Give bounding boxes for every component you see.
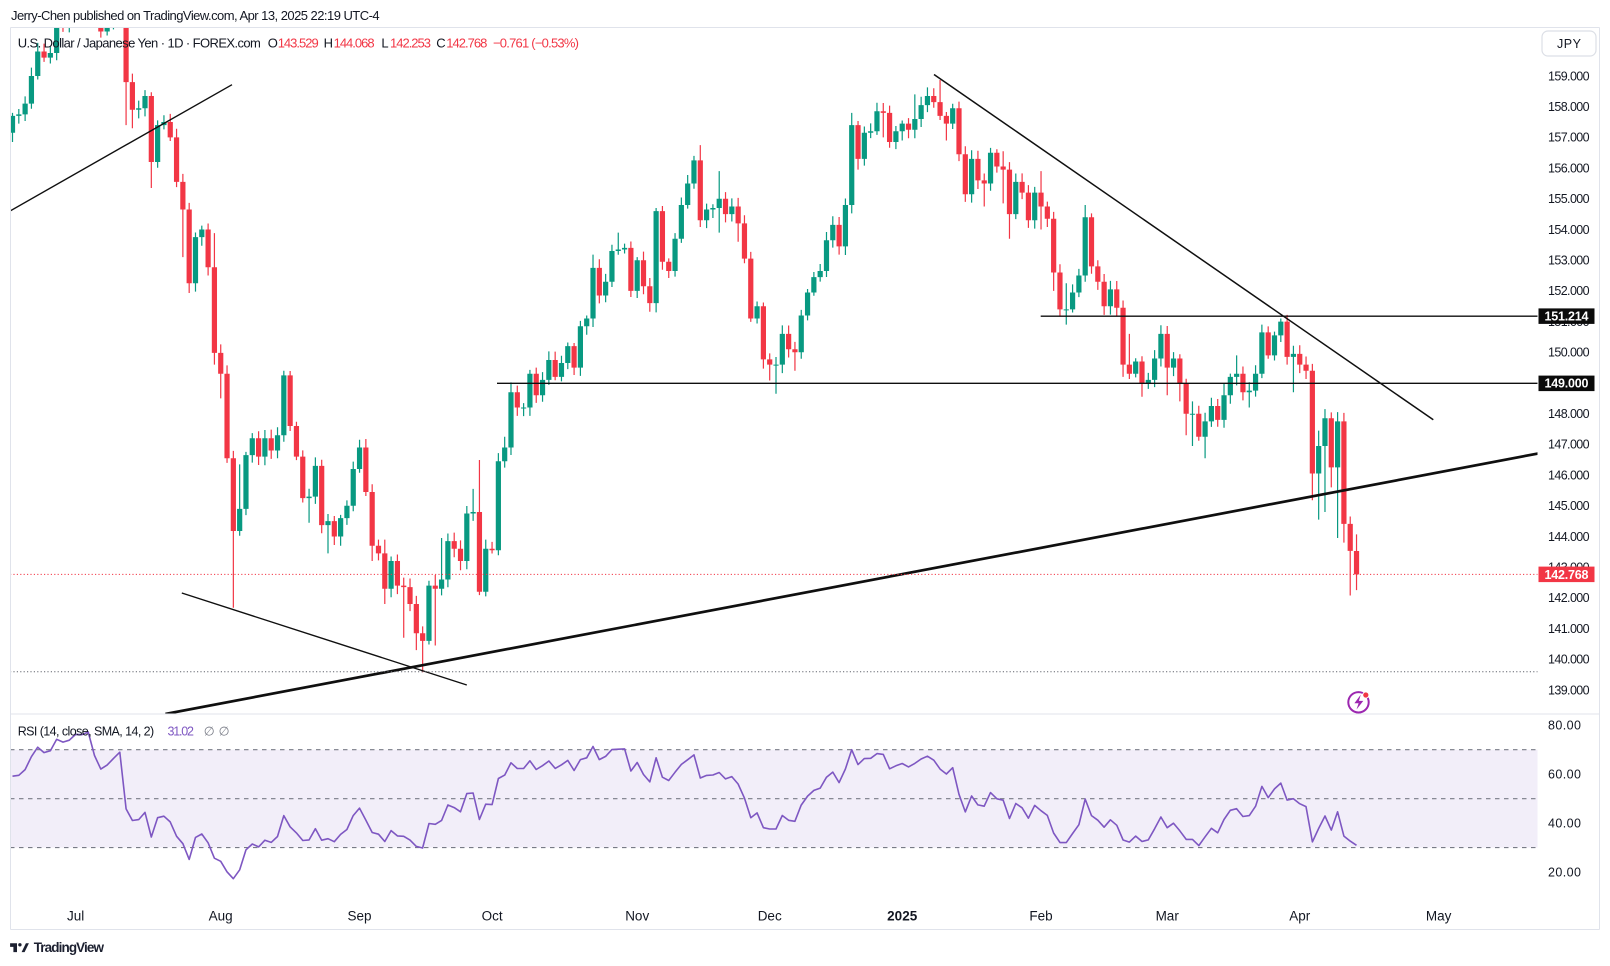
svg-text:151.214: 151.214 (1545, 310, 1589, 324)
svg-text:156.000: 156.000 (1548, 161, 1590, 175)
svg-text:152.000: 152.000 (1548, 284, 1590, 298)
svg-text:Sep: Sep (347, 909, 371, 924)
svg-text:Jul: Jul (67, 909, 84, 924)
svg-text:142.768: 142.768 (446, 36, 487, 51)
svg-text:−0.761 (−0.53%): −0.761 (−0.53%) (493, 36, 579, 51)
svg-text:150.000: 150.000 (1548, 346, 1590, 360)
svg-text:20.00: 20.00 (1548, 865, 1581, 879)
svg-text:U.S. Dollar / Japanese Yen · 1: U.S. Dollar / Japanese Yen · 1D · FOREX.… (18, 36, 261, 51)
svg-text:142.000: 142.000 (1548, 591, 1590, 605)
svg-text:∅: ∅ (204, 725, 215, 739)
svg-text:139.000: 139.000 (1548, 683, 1590, 697)
svg-text:O: O (268, 36, 278, 51)
svg-text:Oct: Oct (482, 909, 503, 924)
svg-text:148.000: 148.000 (1548, 407, 1590, 421)
svg-text:141.000: 141.000 (1548, 622, 1590, 636)
svg-text:C: C (436, 36, 445, 51)
svg-text:149.000: 149.000 (1545, 377, 1589, 391)
svg-text:2025: 2025 (887, 909, 918, 924)
svg-text:Nov: Nov (625, 909, 649, 924)
svg-text:146.000: 146.000 (1548, 468, 1590, 482)
svg-text:L: L (381, 36, 388, 51)
svg-text:144.000: 144.000 (1548, 530, 1590, 544)
svg-text:May: May (1426, 909, 1452, 924)
svg-text:159.000: 159.000 (1548, 69, 1590, 83)
svg-text:143.529: 143.529 (278, 36, 319, 51)
svg-text:Apr: Apr (1289, 909, 1311, 924)
svg-text:Feb: Feb (1029, 909, 1052, 924)
svg-text:31.02: 31.02 (168, 725, 195, 739)
svg-text:Mar: Mar (1156, 909, 1180, 924)
svg-text:140.000: 140.000 (1548, 653, 1590, 667)
svg-text:TradingView: TradingView (34, 940, 105, 955)
svg-text:80.00: 80.00 (1548, 719, 1581, 733)
svg-text:145.000: 145.000 (1548, 499, 1590, 513)
svg-text:40.00: 40.00 (1548, 816, 1581, 830)
svg-text:142.768: 142.768 (1545, 568, 1589, 582)
svg-text:153.000: 153.000 (1548, 254, 1590, 268)
svg-text:RSI (14, close, SMA, 14, 2): RSI (14, close, SMA, 14, 2) (18, 725, 155, 739)
svg-text:142.253: 142.253 (390, 36, 431, 51)
svg-text:60.00: 60.00 (1548, 768, 1581, 782)
svg-text:144.068: 144.068 (334, 36, 375, 51)
svg-text:JPY: JPY (1557, 37, 1582, 51)
svg-text:∅: ∅ (219, 725, 230, 739)
svg-text:Aug: Aug (209, 909, 233, 924)
svg-text:147.000: 147.000 (1548, 438, 1590, 452)
svg-text:154.000: 154.000 (1548, 223, 1590, 237)
svg-text:Jerry-Chen published on Tradin: Jerry-Chen published on TradingView.com,… (11, 8, 380, 23)
svg-text:157.000: 157.000 (1548, 131, 1590, 145)
svg-text:Dec: Dec (758, 909, 782, 924)
svg-text:155.000: 155.000 (1548, 192, 1590, 206)
svg-text:H: H (324, 36, 333, 51)
svg-text:158.000: 158.000 (1548, 100, 1590, 114)
